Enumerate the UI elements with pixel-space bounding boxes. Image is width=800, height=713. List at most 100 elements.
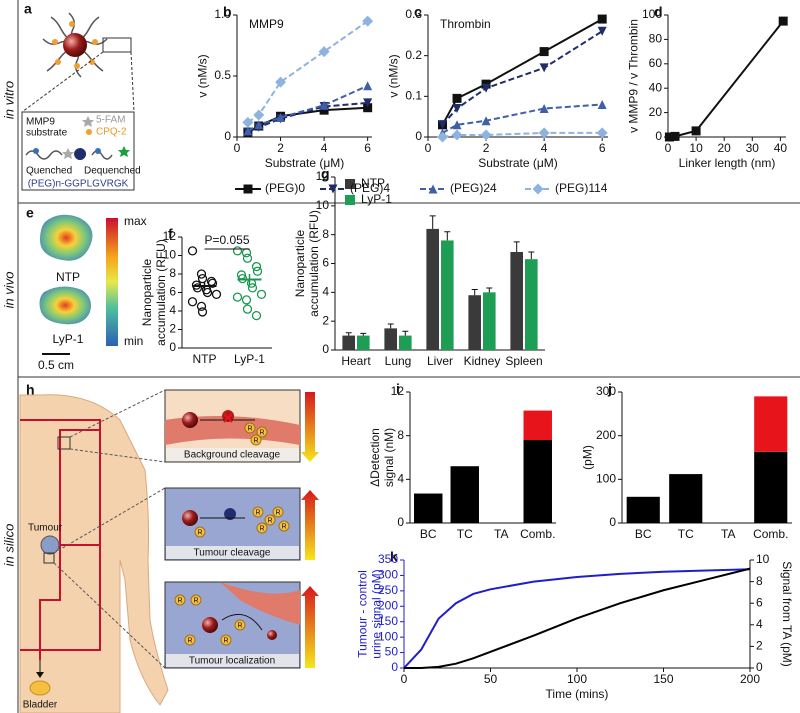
dot bbox=[207, 278, 218, 288]
x-tick-label: 4 bbox=[321, 141, 328, 155]
y-tick-label: 6 bbox=[322, 256, 329, 270]
y-axis-label: v (nM/s) bbox=[196, 54, 210, 97]
y-tick-label: 300 bbox=[378, 568, 398, 582]
marker bbox=[670, 131, 680, 141]
x-tick-label: 200 bbox=[740, 672, 760, 686]
y-axis-label: signal (nM) bbox=[382, 428, 396, 487]
panel-label: g bbox=[321, 166, 330, 182]
marker bbox=[452, 120, 462, 130]
x-tick-label: 40 bbox=[774, 141, 788, 155]
reporter-label: R bbox=[259, 525, 264, 532]
colorbar bbox=[106, 218, 118, 346]
marker bbox=[243, 126, 253, 136]
protease bbox=[224, 508, 237, 520]
panel-label: c bbox=[414, 4, 422, 20]
vessel bbox=[165, 416, 300, 445]
x-tick-label: 0 bbox=[401, 672, 408, 686]
y-axis-label: urine signal (pM) bbox=[370, 569, 384, 658]
bar bbox=[384, 328, 397, 350]
x-tick-label: 6 bbox=[599, 141, 606, 155]
reporter-label: R bbox=[255, 509, 260, 516]
y-tick-label: 150 bbox=[378, 614, 398, 628]
legend-label: NTP bbox=[361, 176, 385, 190]
marker bbox=[243, 184, 253, 194]
y-tick-label: 200 bbox=[596, 428, 616, 442]
y-axis-label: accumulation (RFU) bbox=[307, 210, 321, 317]
caption-bg bbox=[166, 654, 299, 667]
reporter bbox=[256, 426, 268, 438]
nanoparticle bbox=[182, 412, 198, 428]
marker bbox=[597, 99, 607, 109]
callout-box bbox=[102, 37, 132, 53]
tumour-image bbox=[39, 286, 91, 325]
error-bar bbox=[513, 241, 520, 252]
error-bar bbox=[429, 215, 436, 229]
dot bbox=[251, 310, 262, 321]
y-tick-label: 4 bbox=[169, 303, 176, 317]
panel-label: e bbox=[26, 205, 34, 221]
y2-tick-label: 6 bbox=[756, 595, 763, 609]
marker bbox=[275, 76, 287, 88]
callout-lines bbox=[21, 51, 135, 113]
y-tick-label: 0 bbox=[391, 660, 398, 674]
box-caption: Tumour cleavage bbox=[194, 548, 271, 559]
panel-e: e NTP LyP-1 0.5 cm max min bbox=[26, 205, 147, 372]
y-axis-label: Nanoparticle bbox=[293, 229, 307, 297]
error-bar bbox=[387, 323, 394, 329]
y-tick-label: 12 bbox=[316, 169, 330, 183]
y2-tick-label: 2 bbox=[756, 639, 763, 653]
reporter bbox=[252, 506, 264, 518]
x-axis-label: Substrate (μM) bbox=[478, 156, 558, 170]
marker bbox=[481, 116, 491, 126]
scale-label: 0.5 cm bbox=[38, 358, 74, 372]
y-tick-label: 300 bbox=[596, 384, 616, 398]
reporter bbox=[174, 594, 186, 606]
y-tick-label: 0.1 bbox=[405, 89, 422, 103]
reporter-label: R bbox=[187, 637, 192, 644]
y-axis-label: v (nM/s) bbox=[387, 54, 401, 97]
nanoparticle bbox=[63, 33, 87, 57]
reporter-label: R bbox=[259, 429, 264, 436]
bar-segment bbox=[450, 466, 479, 523]
x-tick-label: Lung bbox=[385, 354, 412, 368]
dot bbox=[197, 307, 208, 317]
marker bbox=[778, 16, 788, 26]
peptide-label: (PEG)n-GGPLGVRGK bbox=[28, 179, 129, 190]
box-caption: Tumour localization bbox=[189, 656, 275, 667]
x-tick-label: 4 bbox=[541, 141, 548, 155]
cpq-icon bbox=[86, 129, 92, 135]
x-tick-label: Spleen bbox=[505, 354, 542, 368]
quenchers bbox=[52, 21, 98, 69]
bar-segment bbox=[754, 396, 788, 452]
quenched-label: Quenched bbox=[26, 166, 72, 177]
x-tick-label: TA bbox=[494, 527, 508, 541]
bar bbox=[426, 228, 439, 350]
y-tick-label: 6 bbox=[169, 285, 176, 299]
marker bbox=[451, 129, 463, 141]
y-axis-label: ΔDetection bbox=[368, 428, 382, 487]
line bbox=[441, 30, 603, 126]
x-tick-label: BC bbox=[420, 527, 437, 541]
x-tick-label: Liver bbox=[427, 354, 453, 368]
y-tick-label: 0 bbox=[397, 515, 404, 529]
reporter bbox=[250, 434, 262, 446]
y-tick-label: 50 bbox=[385, 645, 399, 659]
marker bbox=[481, 83, 491, 93]
legend-label: (PEG)0 bbox=[265, 181, 305, 195]
panel-label: j bbox=[607, 381, 612, 397]
y-tick-label: 12 bbox=[391, 384, 405, 398]
reporter-label: R bbox=[275, 509, 280, 516]
section-label: in vitro bbox=[1, 81, 16, 119]
marker bbox=[276, 112, 286, 122]
y-axis-label: v MMP9 / v Thrombin bbox=[627, 19, 641, 133]
x-tick-label: 20 bbox=[718, 141, 732, 155]
substrate-label: MMP9 bbox=[26, 117, 55, 128]
y-tick-label: 0.5 bbox=[214, 68, 231, 82]
error-bar bbox=[345, 332, 352, 336]
cpq-label: CPQ-2 bbox=[96, 127, 127, 138]
marker bbox=[597, 26, 607, 36]
bar bbox=[483, 292, 496, 350]
x-tick-label: 50 bbox=[484, 672, 498, 686]
y-tick-label: 60 bbox=[649, 56, 663, 70]
bar-segment bbox=[523, 440, 552, 523]
